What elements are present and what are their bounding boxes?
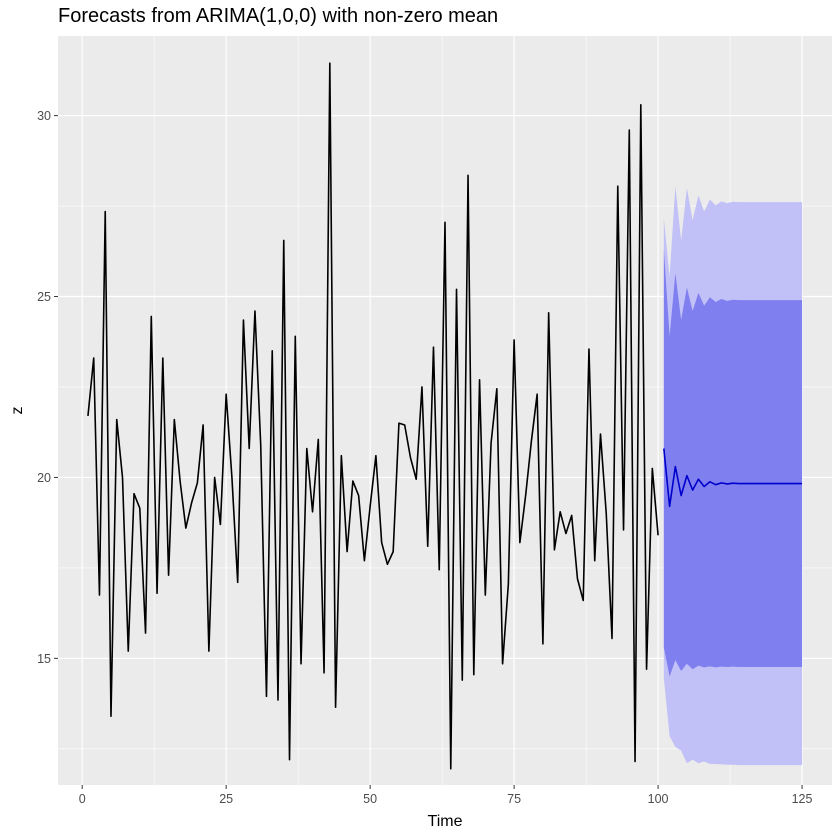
x-axis-title: Time <box>428 813 463 830</box>
x-tick-label: 75 <box>507 792 521 806</box>
y-tick-label: 30 <box>37 109 51 123</box>
y-tick-label: 15 <box>37 652 51 666</box>
series-lines <box>87 62 803 770</box>
chart-title: Forecasts from ARIMA(1,0,0) with non-zer… <box>58 5 499 27</box>
forecast-line <box>663 448 803 508</box>
x-tick-label: 50 <box>363 792 377 806</box>
observed-line <box>87 62 659 770</box>
x-tick-label: 0 <box>79 792 86 806</box>
x-tick-label: 100 <box>648 792 669 806</box>
y-axis-title: z <box>9 407 26 415</box>
axes: 0 25 50 75 100 125 15 20 25 30 <box>37 109 812 806</box>
y-tick-label: 20 <box>37 471 51 485</box>
pi80-band <box>663 249 803 677</box>
x-tick-label: 125 <box>792 792 813 806</box>
x-tick-label: 25 <box>219 792 233 806</box>
prediction-intervals <box>663 186 803 766</box>
y-tick-label: 25 <box>37 290 51 304</box>
